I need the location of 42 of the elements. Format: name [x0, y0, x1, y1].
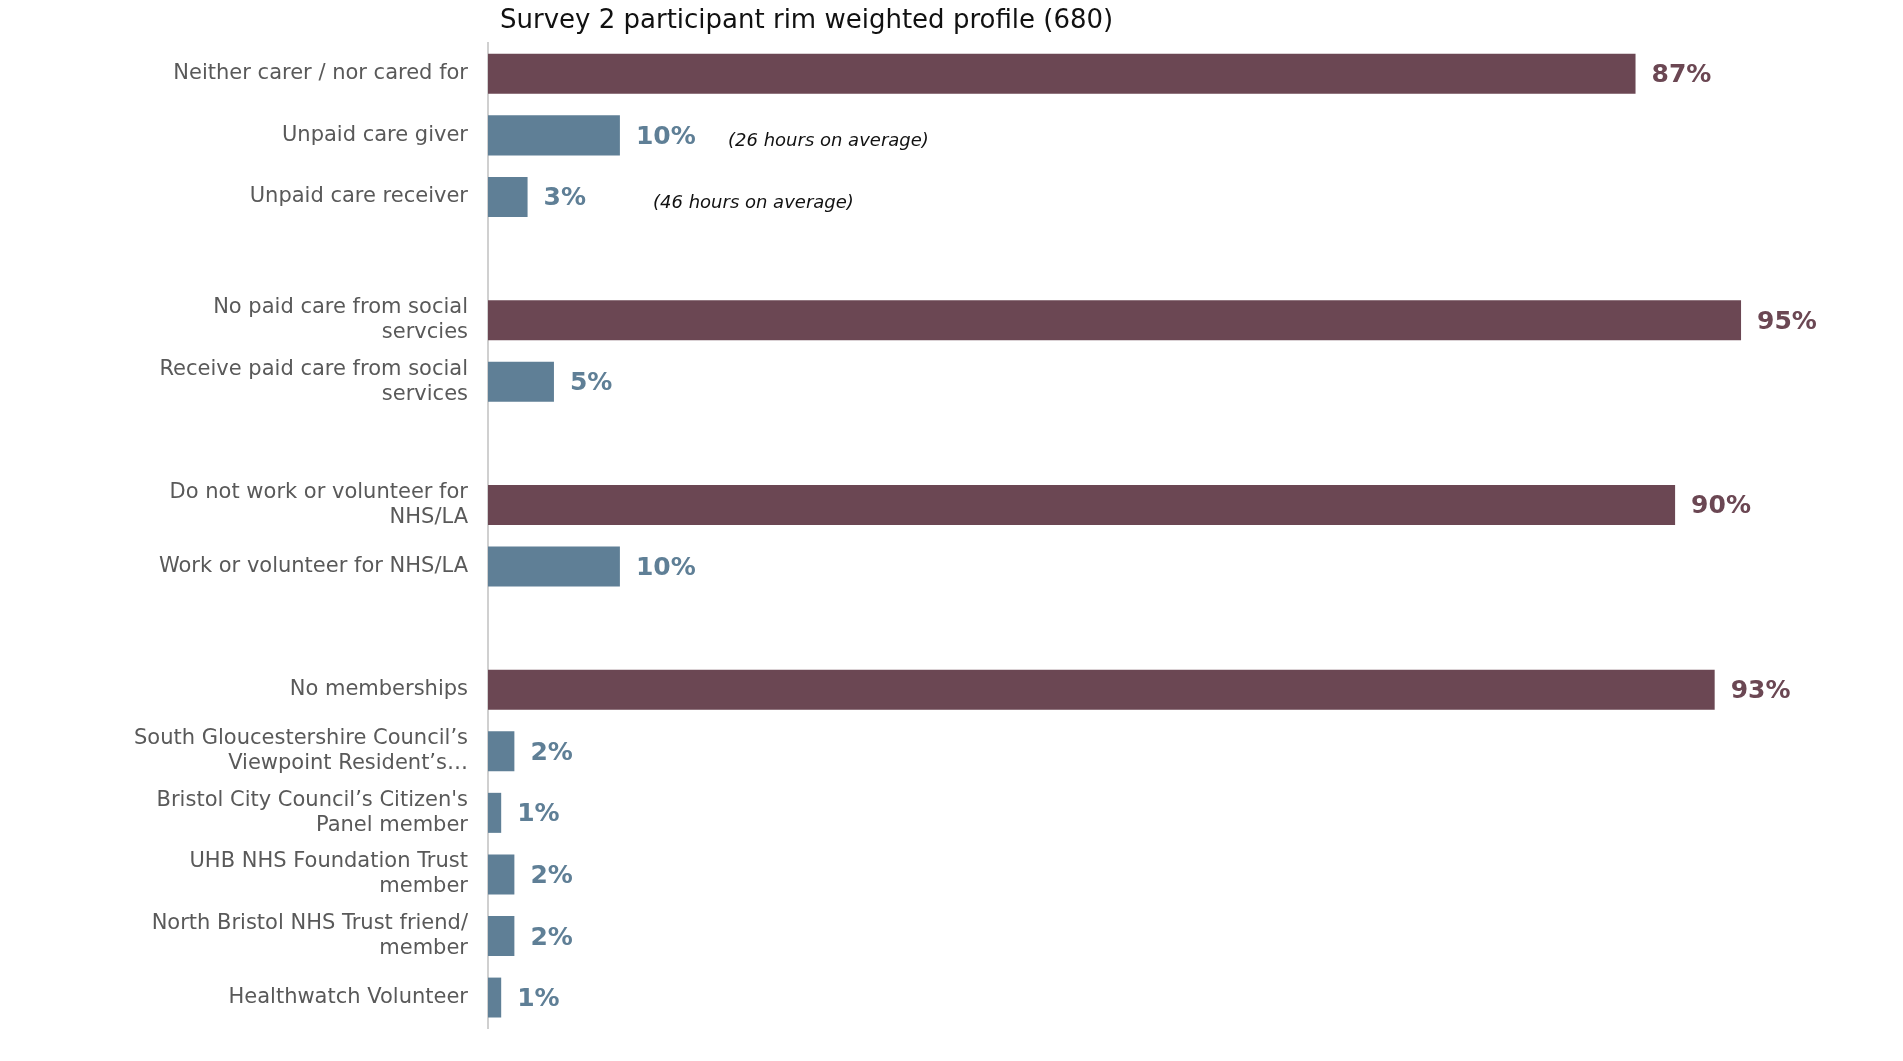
- data-label: 10%: [635, 551, 696, 581]
- data-label: 1%: [517, 983, 560, 1013]
- data-label: 90%: [1691, 490, 1751, 520]
- data-label: 93%: [1730, 675, 1791, 705]
- data-label: 3%: [543, 182, 587, 212]
- data-label: 1%: [517, 798, 560, 828]
- data-label: 2%: [530, 921, 573, 951]
- data-label: 2%: [530, 859, 573, 889]
- y-tick-label: North Bristol NHS Trust friend/ member: [151, 909, 469, 960]
- bar: [488, 300, 1742, 341]
- y-tick-label: No memberships: [289, 676, 468, 701]
- bar: [488, 731, 515, 772]
- bar: [488, 115, 620, 156]
- bar: [488, 792, 502, 833]
- y-tick-label: Neither carer / nor cared for: [173, 60, 469, 85]
- bar: [488, 546, 620, 587]
- y-tick-label: Bristol City Council’s Citizen's Panel member: [156, 786, 469, 836]
- y-tick-label: Work or volunteer for NHS/LA: [158, 552, 469, 577]
- y-tick-label: Unpaid care receiver: [249, 183, 469, 208]
- y-tick-label: Do not work or volunteer for NHS/LA: [169, 478, 469, 528]
- annotation: (26 hours on average): [728, 129, 929, 151]
- data-label: 87%: [1651, 59, 1712, 89]
- annotation: (46 hours on average): [653, 190, 854, 212]
- bar: [488, 854, 515, 895]
- bar: [488, 484, 1676, 525]
- bar: [488, 361, 554, 402]
- data-label: 10%: [635, 120, 696, 150]
- y-tick-label: UHB NHS Foundation Trust member: [189, 848, 469, 898]
- chart-title: Survey 2 participant rim weighted profile (680): [500, 4, 1114, 34]
- bar: [488, 53, 1636, 94]
- data-label: 95%: [1757, 305, 1817, 335]
- y-tick-label: South Gloucestershire Council’s Viewpoint Resident’s…: [134, 725, 468, 775]
- y-tick-label: No paid care from social servcies: [213, 294, 468, 344]
- bar: [488, 669, 1715, 710]
- y-tick-label: Receive paid care from social services: [159, 355, 468, 405]
- bar: [488, 916, 515, 957]
- data-label: 2%: [530, 736, 573, 766]
- bar: [488, 977, 502, 1018]
- y-tick-label: Healthwatch Volunteer: [228, 984, 469, 1009]
- bar: [488, 176, 528, 217]
- data-label: 5%: [569, 367, 613, 397]
- y-tick-label: Unpaid care giver: [281, 121, 469, 146]
